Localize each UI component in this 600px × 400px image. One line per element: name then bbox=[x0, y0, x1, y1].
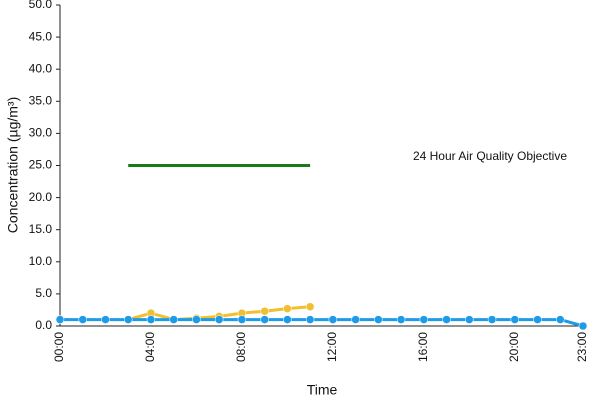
point bbox=[260, 306, 269, 316]
y-tick-label: 30.0 bbox=[29, 126, 53, 140]
point bbox=[78, 315, 87, 324]
point bbox=[283, 315, 292, 324]
point bbox=[510, 315, 520, 324]
y-tick-label: 0.0 bbox=[35, 318, 52, 332]
point bbox=[260, 315, 269, 324]
series-line bbox=[60, 318, 584, 328]
x-tick-label: 12:00 bbox=[325, 332, 339, 362]
y-tick-label: 45.0 bbox=[29, 29, 53, 43]
x-tick-label: 00:00 bbox=[52, 332, 66, 362]
y-tick-label: 20.0 bbox=[29, 190, 53, 204]
x-tick-label: 04:00 bbox=[143, 332, 157, 362]
x-tick-label: 23:00 bbox=[575, 332, 589, 362]
point bbox=[169, 315, 178, 324]
x-tick-label: 16:00 bbox=[416, 332, 430, 362]
y-tick-label: 15.0 bbox=[29, 222, 53, 236]
point bbox=[351, 315, 360, 324]
y-tick-label: 10.0 bbox=[29, 254, 53, 268]
point bbox=[374, 315, 383, 324]
y-tick-label: 35.0 bbox=[29, 93, 53, 107]
x-axis-label: Time bbox=[307, 382, 338, 398]
point bbox=[533, 315, 542, 324]
point bbox=[578, 321, 588, 331]
point bbox=[237, 315, 247, 324]
point bbox=[465, 315, 474, 324]
point bbox=[305, 315, 315, 324]
y-tick-label: 25.0 bbox=[29, 158, 53, 172]
point bbox=[55, 315, 65, 324]
y-tick-label: 5.0 bbox=[35, 286, 52, 300]
point bbox=[192, 315, 201, 324]
point bbox=[283, 304, 292, 313]
annotation: 24 Hour Air Quality Objective bbox=[413, 149, 567, 163]
point bbox=[146, 315, 156, 324]
y-tick-label: 40.0 bbox=[29, 61, 53, 75]
point bbox=[305, 302, 315, 311]
point bbox=[556, 315, 565, 324]
point bbox=[328, 315, 338, 324]
point bbox=[396, 315, 406, 324]
point bbox=[101, 315, 110, 324]
point bbox=[442, 315, 451, 324]
x-tick-label: 08:00 bbox=[234, 332, 248, 362]
x-tick-label: 20:00 bbox=[507, 332, 521, 362]
y-tick-label: 50.0 bbox=[29, 0, 53, 11]
point bbox=[214, 315, 224, 324]
point bbox=[487, 315, 497, 324]
point bbox=[123, 315, 133, 324]
point bbox=[419, 315, 429, 324]
y-axis-label: Concentration (µg/m³) bbox=[5, 97, 21, 233]
